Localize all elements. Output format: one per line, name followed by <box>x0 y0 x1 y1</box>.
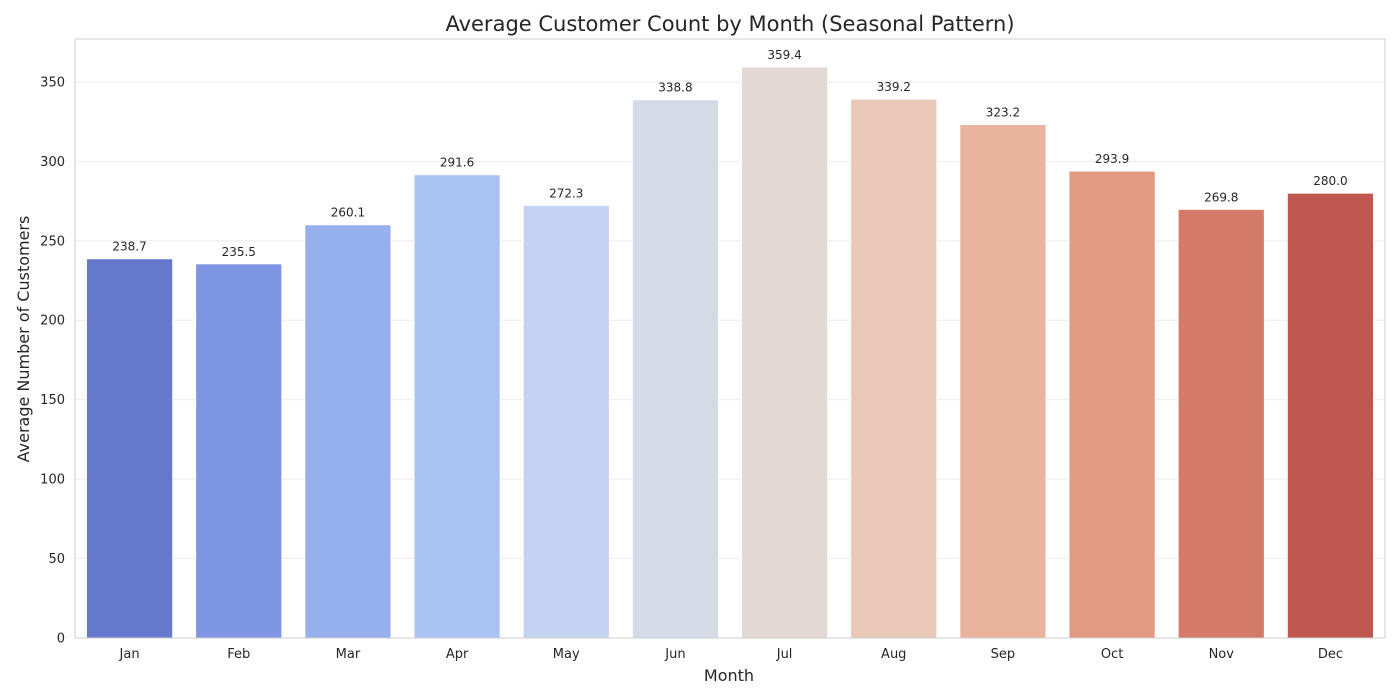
x-axis-label: Month <box>704 666 754 685</box>
y-tick-label: 250 <box>40 234 65 249</box>
bar-value-label: 272.3 <box>549 186 583 200</box>
bar-oct <box>1068 170 1156 639</box>
bar-value-label: 260.1 <box>331 206 365 220</box>
bar-aug <box>850 98 938 639</box>
y-axis-label: Average Number of Customers <box>14 216 33 463</box>
x-tick-label: Jul <box>776 647 793 662</box>
bar-dec <box>1286 192 1375 639</box>
y-tick-label: 350 <box>40 75 65 90</box>
chart-title: Average Customer Count by Month (Seasona… <box>445 12 1014 36</box>
bar-apr <box>413 174 501 639</box>
x-tick-label: Jan <box>119 647 140 662</box>
x-tick-label: Feb <box>227 647 250 662</box>
bars-layer <box>85 66 1375 639</box>
bar-jun <box>631 99 720 639</box>
bar-may <box>522 204 610 639</box>
bar-nov <box>1177 208 1265 639</box>
x-tick-label: May <box>553 647 580 662</box>
bar-jul <box>740 66 829 639</box>
bar-value-label: 238.7 <box>112 240 146 254</box>
plot-frame <box>74 38 1386 639</box>
bar-value-label: 339.2 <box>877 80 911 94</box>
bar-value-label: 280.0 <box>1313 174 1347 188</box>
x-tick-label: Aug <box>881 647 906 662</box>
x-tick-label: Oct <box>1101 647 1123 662</box>
bar-mar <box>304 224 392 639</box>
bar-value-label: 269.8 <box>1204 190 1238 204</box>
x-tick-label: Sep <box>991 647 1016 662</box>
y-tick-label: 300 <box>40 155 65 170</box>
y-tick-label: 200 <box>40 314 65 329</box>
x-tick-label: Dec <box>1318 647 1343 662</box>
bar-value-label: 291.6 <box>440 156 474 170</box>
x-tick-label: Apr <box>446 647 469 662</box>
y-tick-label: 0 <box>57 632 65 647</box>
bar-value-label: 293.9 <box>1095 152 1129 166</box>
x-tick-label: Jun <box>664 647 685 662</box>
bar-value-label: 323.2 <box>986 105 1020 119</box>
x-tick-label: Nov <box>1209 647 1235 662</box>
bar-sep <box>959 123 1047 639</box>
y-tick-label: 100 <box>40 473 65 488</box>
labels-layer: 238.7 235.5 260.1 291.6 272.3 338.8 359.4 339.2… <box>112 48 1347 259</box>
bar-jan <box>85 258 174 639</box>
ticks-layer: 0 50 100 150 200 250 300 350 Jan Feb Mar Apr May Jun J… <box>40 75 1343 662</box>
bar-value-label: 338.8 <box>658 81 692 95</box>
bar-value-label: 235.5 <box>222 245 256 259</box>
x-tick-label: Mar <box>336 647 361 662</box>
grid-layer <box>75 81 1385 560</box>
y-tick-label: 150 <box>40 393 65 408</box>
bar-value-label: 359.4 <box>767 48 801 62</box>
y-tick-label: 50 <box>48 552 65 567</box>
bar-feb <box>195 263 283 639</box>
